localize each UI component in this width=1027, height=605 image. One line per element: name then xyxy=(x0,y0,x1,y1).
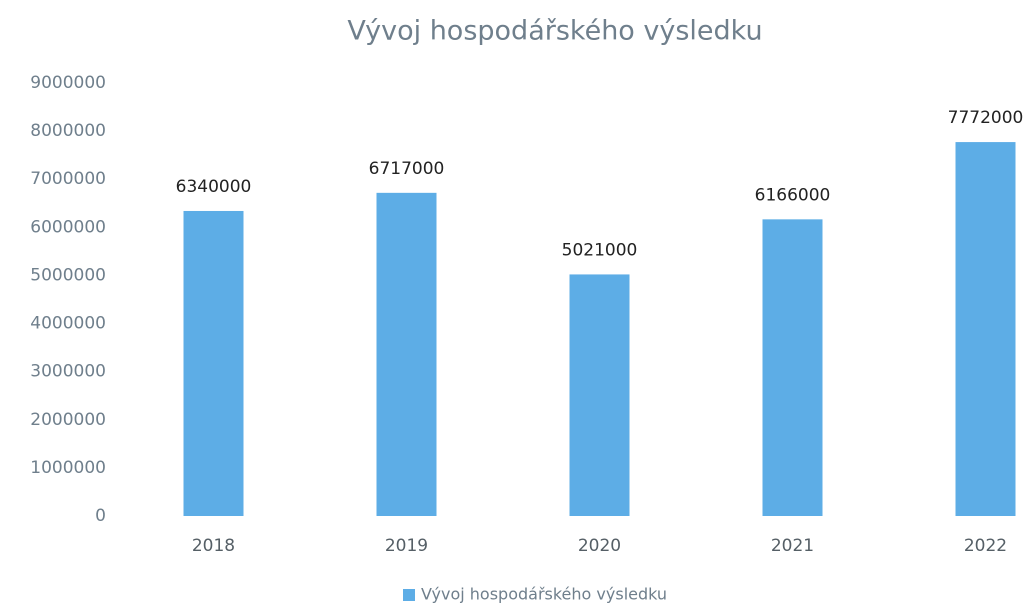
y-tick-label: 1000000 xyxy=(30,458,106,478)
y-tick-label: 7000000 xyxy=(30,169,106,189)
bar xyxy=(376,192,437,517)
x-tick-label: 2021 xyxy=(771,536,814,556)
x-tick-label: 2020 xyxy=(578,536,621,556)
data-label: 6340000 xyxy=(176,177,252,197)
y-tick-label: 6000000 xyxy=(30,217,106,237)
data-label: 7772000 xyxy=(948,108,1024,128)
data-label: 5021000 xyxy=(562,240,638,260)
legend-swatch xyxy=(403,589,415,601)
data-label: 6717000 xyxy=(369,159,445,179)
x-tick-label: 2019 xyxy=(385,536,428,556)
bar xyxy=(762,219,823,516)
x-tick-label: 2018 xyxy=(192,536,235,556)
y-tick-label: 9000000 xyxy=(30,73,106,93)
y-tick-label: 0 xyxy=(95,506,106,526)
y-tick-label: 2000000 xyxy=(30,410,106,430)
chart-title: Vývoj hospodářského výsledku xyxy=(347,16,762,47)
bar xyxy=(955,142,1016,516)
y-tick-label: 3000000 xyxy=(30,362,106,382)
legend-label: Vývoj hospodářského výsledku xyxy=(421,585,667,604)
y-tick-label: 8000000 xyxy=(30,121,106,141)
y-tick-label: 5000000 xyxy=(30,265,106,285)
y-tick-label: 4000000 xyxy=(30,314,106,334)
x-tick-label: 2022 xyxy=(964,536,1007,556)
bar xyxy=(569,274,630,516)
bar xyxy=(183,210,244,516)
data-label: 6166000 xyxy=(755,185,831,205)
